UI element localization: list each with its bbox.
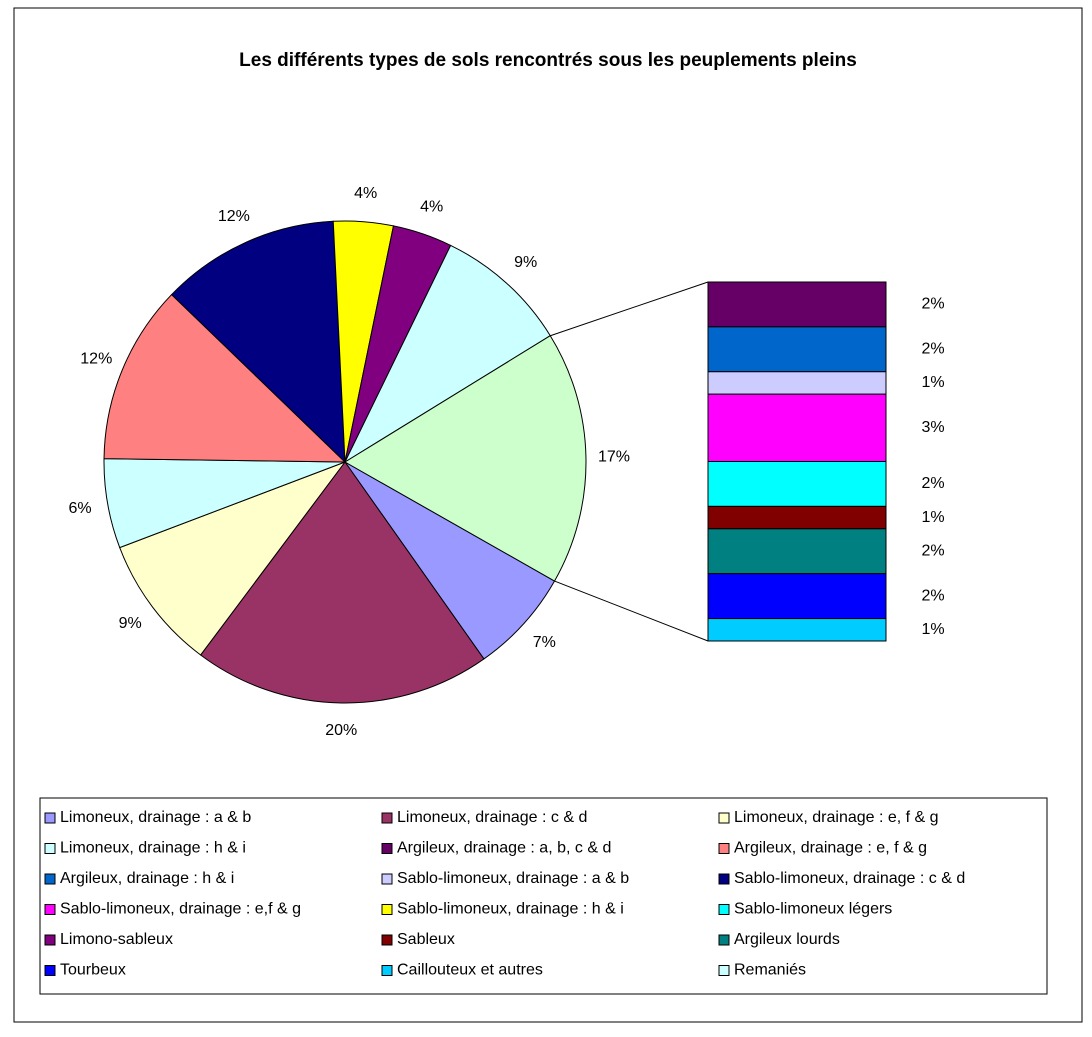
legend-swatch: [718, 965, 730, 976]
legend-swatch: [718, 904, 730, 915]
slice-label: 12%: [80, 351, 112, 368]
bar-segment: [707, 371, 887, 395]
slice-label: 4%: [420, 199, 443, 216]
legend-label: Limono-sableux: [60, 931, 173, 948]
legend-label: Tourbeux: [60, 962, 126, 979]
legend-swatch: [381, 965, 393, 976]
legend-swatch: [381, 873, 393, 885]
bar-segment: [707, 326, 887, 373]
bar-label: 1%: [921, 509, 944, 526]
slice-label: 12%: [218, 208, 250, 225]
slice-label: 9%: [514, 254, 537, 271]
pie-slice: [343, 244, 551, 464]
legend-swatch: [718, 812, 730, 824]
legend-label: Sablo-limoneux, drainage : a & b: [397, 870, 629, 887]
pie-slice: [344, 335, 587, 582]
bar-label: 2%: [921, 475, 944, 492]
slice-label: 4%: [354, 185, 377, 202]
bar-segment: [707, 393, 887, 462]
bar-segment: [707, 505, 887, 530]
legend-label: Remaniés: [734, 962, 806, 979]
slice-label: 17%: [598, 449, 630, 466]
legend-swatch: [44, 904, 56, 915]
legend-label: Sablo-limoneux, drainage : c & d: [734, 870, 965, 887]
connector: [554, 580, 709, 642]
bar-segment: [707, 573, 887, 620]
bar-segment: [707, 528, 887, 575]
pie-slice: [103, 293, 347, 463]
bar-label: 3%: [921, 419, 944, 436]
bar-label: 2%: [921, 341, 944, 358]
legend-swatch: [44, 812, 56, 824]
pie-slice: [119, 460, 347, 656]
legend-swatch: [718, 873, 730, 885]
slice-label: 9%: [119, 615, 142, 632]
legend-label: Limoneux, drainage : e, f & g: [734, 809, 939, 826]
pie-slice: [199, 461, 485, 704]
bar-label: 1%: [921, 374, 944, 391]
legend-label: Sablo-limoneux légers: [734, 901, 892, 918]
legend-swatch: [718, 934, 730, 946]
bar-label: 2%: [921, 587, 944, 604]
legend-label: Caillouteux et autres: [397, 962, 543, 979]
bar-label: 2%: [921, 542, 944, 559]
bar-segment: [707, 281, 887, 328]
bar-segment: [707, 618, 887, 642]
slice-label: 7%: [533, 634, 556, 651]
legend-swatch: [381, 904, 393, 915]
legend-swatch: [44, 843, 56, 854]
bar-label: 2%: [921, 296, 944, 313]
bar-segment: [707, 461, 887, 507]
legend-label: Argileux, drainage : h & i: [60, 870, 234, 887]
legend-swatch: [381, 934, 393, 946]
legend-label: Sablo-limoneux, drainage : h & i: [397, 901, 624, 918]
legend-swatch: [44, 873, 56, 885]
legend-label: Argileux, drainage : a, b, c & d: [397, 840, 611, 857]
connector: [550, 281, 709, 337]
legend-label: Limoneux, drainage : c & d: [397, 809, 587, 826]
legend-label: Sableux: [397, 931, 455, 948]
legend-label: Argileux lourds: [734, 931, 840, 948]
legend-box: [39, 797, 1048, 995]
slice-label: 6%: [69, 500, 92, 517]
legend-label: Limoneux, drainage : a & b: [60, 809, 251, 826]
bar-label: 1%: [921, 621, 944, 638]
pie-slice: [344, 461, 556, 660]
legend-swatch: [44, 965, 56, 976]
legend-swatch: [44, 934, 56, 946]
legend-swatch: [718, 843, 730, 854]
legend-label: Argileux, drainage : e, f & g: [734, 840, 927, 857]
legend-label: Limoneux, drainage : h & i: [60, 840, 246, 857]
legend-label: Sablo-limoneux, drainage : e,f & g: [60, 901, 301, 918]
slice-label: 20%: [325, 722, 357, 739]
legend-swatch: [381, 812, 393, 824]
legend-swatch: [381, 843, 393, 854]
chart-title: Les différents types de sols rencontrés …: [239, 50, 857, 71]
pie-slice: [170, 220, 346, 464]
